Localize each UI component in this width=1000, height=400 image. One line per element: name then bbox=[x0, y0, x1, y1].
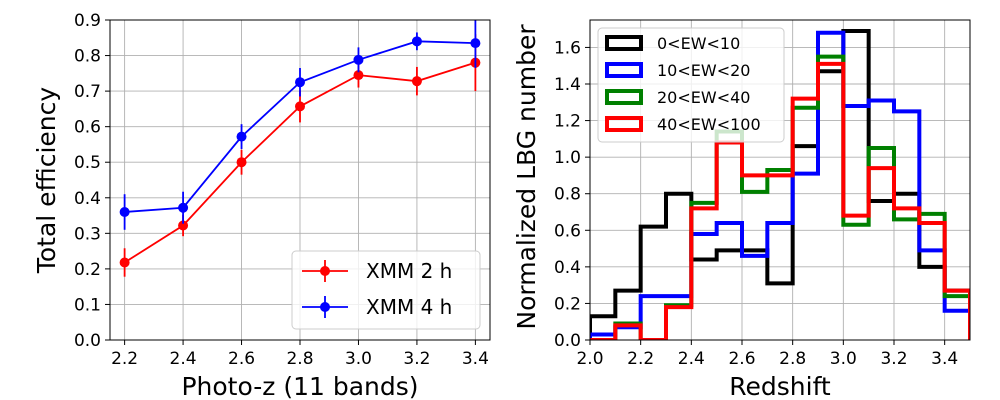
legend-entry-xmm-2h: XMM 2 h bbox=[302, 259, 452, 283]
legend-ew-0-10-patch bbox=[605, 35, 643, 51]
legend-ew-10-20-patch bbox=[605, 62, 643, 78]
efficiency-x-tick-label: 2.8 bbox=[286, 349, 313, 369]
histogram-y-tick-label: 1.4 bbox=[554, 75, 581, 95]
efficiency-y-tick-label: 0.0 bbox=[74, 331, 101, 351]
data-point-xmm-2-h bbox=[411, 76, 422, 87]
histogram-x-tick-label: 2.2 bbox=[627, 349, 654, 369]
efficiency-chart: 2.2 2.4 2.6 2.8 3.0 3.2 3.4 0.0 0.1 0.2 0.3 0.4 0.5… bbox=[32, 11, 491, 400]
efficiency-y-tick-label: 0.5 bbox=[74, 153, 101, 173]
efficiency-y-tick-label: 0.1 bbox=[74, 295, 101, 315]
legend-ew-10-20-label: 10<EW<20 bbox=[657, 61, 750, 80]
legend-ew-0-10-label: 0<EW<10 bbox=[657, 34, 740, 53]
data-point-xmm-4-h bbox=[295, 77, 305, 88]
histogram-plot-frame bbox=[589, 19, 971, 341]
efficiency-y-axis-label: Total efficiency bbox=[32, 87, 61, 275]
data-point-xmm-4-h bbox=[236, 131, 247, 142]
legend-entry-ew-20-40: 20<EW<40 bbox=[605, 88, 750, 107]
efficiency-x-tick-label: 2.4 bbox=[170, 349, 197, 369]
efficiency-x-ticks: 2.2 2.4 2.6 2.8 3.0 3.2 3.4 bbox=[111, 340, 489, 369]
histogram-x-tick-label: 2.4 bbox=[678, 349, 705, 369]
data-point-xmm-2-h bbox=[236, 157, 247, 168]
efficiency-legend: XMM 2 h XMM 4 h bbox=[291, 250, 481, 330]
histogram-step-40-ew-100 bbox=[590, 61, 970, 340]
data-point-xmm-2-h bbox=[295, 101, 305, 112]
histogram-y-tick-label: 1.0 bbox=[554, 148, 581, 168]
legend-xmm-2h-marker bbox=[320, 266, 330, 276]
legend-ew-20-40-label: 20<EW<40 bbox=[657, 88, 750, 107]
data-point-xmm-4-h bbox=[353, 54, 364, 65]
histogram-y-tick-label: 0.0 bbox=[554, 331, 581, 351]
histogram-legend-box bbox=[597, 27, 785, 143]
histogram-y-tick-label: 1.6 bbox=[554, 38, 581, 58]
data-point-xmm-4-h bbox=[411, 36, 422, 47]
legend-xmm-4h-marker bbox=[320, 302, 330, 312]
efficiency-x-tick-label: 2.6 bbox=[228, 349, 255, 369]
data-point-xmm-2-h bbox=[119, 257, 130, 268]
histogram-y-tick-label: 0.8 bbox=[554, 185, 581, 205]
efficiency-x-tick-label: 3.4 bbox=[462, 349, 489, 369]
redshift-histogram: 2.0 2.2 2.4 2.6 2.8 3.0 3.2 3.4 0.0 0.2 0.4 0.6 0.8… bbox=[512, 19, 971, 400]
efficiency-x-tick-label: 3.2 bbox=[403, 349, 430, 369]
histogram-y-tick-label: 0.6 bbox=[554, 221, 581, 241]
histogram-x-tick-label: 3.2 bbox=[880, 349, 907, 369]
legend-ew-40-100-patch bbox=[605, 116, 643, 132]
histogram-y-tick-label: 1.2 bbox=[554, 112, 581, 132]
efficiency-series bbox=[119, 20, 481, 277]
efficiency-y-tick-label: 0.2 bbox=[74, 260, 101, 280]
histogram-x-tick-label: 2.0 bbox=[576, 349, 603, 369]
data-point-xmm-4-h bbox=[470, 38, 481, 49]
legend-entry-xmm-4h: XMM 4 h bbox=[302, 295, 452, 319]
efficiency-x-axis-label: Photo-z (11 bands) bbox=[181, 372, 418, 400]
data-point-xmm-2-h bbox=[353, 70, 364, 81]
legend-entry-ew-0-10: 0<EW<10 bbox=[605, 34, 740, 53]
histogram-y-tick-label: 0.4 bbox=[554, 258, 581, 278]
histogram-step-10-ew-20 bbox=[590, 30, 970, 340]
histogram-legend: 0<EW<10 10<EW<20 20<EW<40 40<EW<100 bbox=[597, 27, 785, 143]
efficiency-x-tick-label: 2.2 bbox=[111, 349, 138, 369]
histogram-y-tick-label: 0.2 bbox=[554, 294, 581, 314]
efficiency-y-ticks: 0.0 0.1 0.2 0.3 0.4 0.5 0.6 0.7 0.8 0.9 bbox=[74, 11, 110, 351]
legend-ew-40-100-label: 40<EW<100 bbox=[657, 115, 761, 134]
histogram-y-axis-label: Normalized LBG number bbox=[512, 24, 541, 330]
histogram-x-tick-label: 2.8 bbox=[779, 349, 806, 369]
histogram-x-axis-label: Redshift bbox=[729, 372, 831, 400]
data-point-xmm-2-h bbox=[178, 220, 189, 231]
efficiency-y-tick-label: 0.8 bbox=[74, 47, 101, 67]
histogram-x-ticks: 2.0 2.2 2.4 2.6 2.8 3.0 3.2 3.4 bbox=[576, 340, 958, 369]
efficiency-y-tick-label: 0.7 bbox=[74, 82, 101, 102]
efficiency-y-tick-label: 0.4 bbox=[74, 189, 101, 209]
legend-xmm-4h-label: XMM 4 h bbox=[366, 295, 452, 319]
legend-ew-20-40-patch bbox=[605, 89, 643, 105]
histogram-x-tick-label: 3.4 bbox=[931, 349, 958, 369]
histogram-series bbox=[590, 28, 970, 340]
efficiency-x-tick-label: 3.0 bbox=[345, 349, 372, 369]
efficiency-y-tick-label: 0.6 bbox=[74, 118, 101, 138]
data-point-xmm-4-h bbox=[178, 202, 189, 213]
legend-entry-ew-40-100: 40<EW<100 bbox=[605, 115, 761, 134]
histogram-y-ticks: 0.0 0.2 0.4 0.6 0.8 1.0 1.2 1.4 1.6 bbox=[554, 38, 590, 351]
efficiency-y-tick-label: 0.9 bbox=[74, 11, 101, 31]
legend-xmm-2h-label: XMM 2 h bbox=[366, 259, 452, 283]
data-point-xmm-4-h bbox=[119, 207, 130, 217]
legend-entry-ew-10-20: 10<EW<20 bbox=[605, 61, 750, 80]
efficiency-y-tick-label: 0.3 bbox=[74, 224, 101, 244]
histogram-x-tick-label: 2.6 bbox=[728, 349, 755, 369]
histogram-x-tick-label: 3.0 bbox=[830, 349, 857, 369]
